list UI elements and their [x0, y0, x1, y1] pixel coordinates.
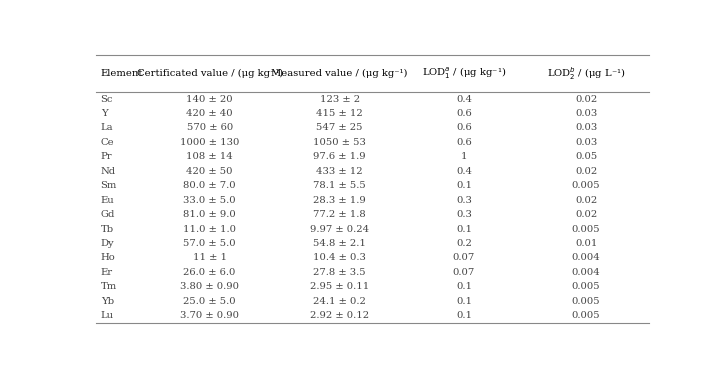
Text: La: La — [101, 123, 113, 132]
Text: 78.1 ± 5.5: 78.1 ± 5.5 — [313, 181, 366, 190]
Text: Sc: Sc — [101, 94, 113, 104]
Text: 77.2 ± 1.8: 77.2 ± 1.8 — [313, 210, 366, 219]
Text: 33.0 ± 5.0: 33.0 ± 5.0 — [183, 196, 236, 205]
Text: 0.005: 0.005 — [572, 224, 600, 234]
Text: 11.0 ± 1.0: 11.0 ± 1.0 — [183, 224, 236, 234]
Text: 0.02: 0.02 — [575, 167, 597, 176]
Text: 27.8 ± 3.5: 27.8 ± 3.5 — [313, 268, 366, 277]
Text: 1050 ± 53: 1050 ± 53 — [313, 138, 366, 147]
Text: 0.3: 0.3 — [456, 210, 472, 219]
Text: 0.02: 0.02 — [575, 196, 597, 205]
Text: Element: Element — [101, 69, 143, 78]
Text: 0.1: 0.1 — [456, 311, 472, 320]
Text: 140 ± 20: 140 ± 20 — [186, 94, 233, 104]
Text: Eu: Eu — [101, 196, 114, 205]
Text: 415 ± 12: 415 ± 12 — [316, 109, 363, 118]
Text: 0.1: 0.1 — [456, 297, 472, 306]
Text: 1000 ± 130: 1000 ± 130 — [180, 138, 240, 147]
Text: 0.4: 0.4 — [456, 167, 472, 176]
Text: Certificated value / (μg kg⁻¹): Certificated value / (μg kg⁻¹) — [137, 69, 283, 78]
Text: Er: Er — [101, 268, 113, 277]
Text: 57.0 ± 5.0: 57.0 ± 5.0 — [183, 239, 236, 248]
Text: 24.1 ± 0.2: 24.1 ± 0.2 — [313, 297, 366, 306]
Text: 0.02: 0.02 — [575, 94, 597, 104]
Text: Measured value / (μg kg⁻¹): Measured value / (μg kg⁻¹) — [272, 69, 408, 78]
Text: 0.004: 0.004 — [572, 253, 600, 262]
Text: 0.005: 0.005 — [572, 181, 600, 190]
Text: 0.2: 0.2 — [456, 239, 472, 248]
Text: Tm: Tm — [101, 282, 117, 291]
Text: Yb: Yb — [101, 297, 114, 306]
Text: 0.6: 0.6 — [456, 138, 472, 147]
Text: LOD$_1^a$ / (μg kg⁻¹): LOD$_1^a$ / (μg kg⁻¹) — [422, 66, 506, 81]
Text: 420 ± 50: 420 ± 50 — [187, 167, 233, 176]
Text: 11 ± 1: 11 ± 1 — [193, 253, 227, 262]
Text: 0.05: 0.05 — [575, 152, 597, 161]
Text: 0.005: 0.005 — [572, 282, 600, 291]
Text: 0.01: 0.01 — [575, 239, 597, 248]
Text: 0.03: 0.03 — [575, 109, 597, 118]
Text: 0.07: 0.07 — [452, 268, 475, 277]
Text: Nd: Nd — [101, 167, 116, 176]
Text: 25.0 ± 5.0: 25.0 ± 5.0 — [183, 297, 236, 306]
Text: 0.03: 0.03 — [575, 138, 597, 147]
Text: Tb: Tb — [101, 224, 114, 234]
Text: 10.4 ± 0.3: 10.4 ± 0.3 — [313, 253, 366, 262]
Text: 0.6: 0.6 — [456, 109, 472, 118]
Text: 547 ± 25: 547 ± 25 — [316, 123, 363, 132]
Text: LOD$_2^b$ / (μg L⁻¹): LOD$_2^b$ / (μg L⁻¹) — [547, 65, 626, 82]
Text: 0.6: 0.6 — [456, 123, 472, 132]
Text: 1: 1 — [460, 152, 467, 161]
Text: 0.07: 0.07 — [452, 253, 475, 262]
Text: 108 ± 14: 108 ± 14 — [186, 152, 233, 161]
Text: 420 ± 40: 420 ± 40 — [186, 109, 233, 118]
Text: 80.0 ± 7.0: 80.0 ± 7.0 — [183, 181, 236, 190]
Text: 0.4: 0.4 — [456, 94, 472, 104]
Text: Ho: Ho — [101, 253, 115, 262]
Text: Lu: Lu — [101, 311, 114, 320]
Text: 570 ± 60: 570 ± 60 — [187, 123, 233, 132]
Text: 123 ± 2: 123 ± 2 — [319, 94, 360, 104]
Text: 81.0 ± 9.0: 81.0 ± 9.0 — [183, 210, 236, 219]
Text: 3.80 ± 0.90: 3.80 ± 0.90 — [180, 282, 239, 291]
Text: 433 ± 12: 433 ± 12 — [316, 167, 363, 176]
Text: 54.8 ± 2.1: 54.8 ± 2.1 — [313, 239, 366, 248]
Text: 2.92 ± 0.12: 2.92 ± 0.12 — [310, 311, 369, 320]
Text: 0.004: 0.004 — [572, 268, 600, 277]
Text: 0.02: 0.02 — [575, 210, 597, 219]
Text: 0.3: 0.3 — [456, 196, 472, 205]
Text: 26.0 ± 6.0: 26.0 ± 6.0 — [183, 268, 236, 277]
Text: 2.95 ± 0.11: 2.95 ± 0.11 — [310, 282, 369, 291]
Text: 97.6 ± 1.9: 97.6 ± 1.9 — [313, 152, 366, 161]
Text: 0.1: 0.1 — [456, 181, 472, 190]
Text: Y: Y — [101, 109, 107, 118]
Text: 9.97 ± 0.24: 9.97 ± 0.24 — [310, 224, 369, 234]
Text: 0.03: 0.03 — [575, 123, 597, 132]
Text: 0.005: 0.005 — [572, 297, 600, 306]
Text: 0.005: 0.005 — [572, 311, 600, 320]
Text: 3.70 ± 0.90: 3.70 ± 0.90 — [180, 311, 239, 320]
Text: 0.1: 0.1 — [456, 282, 472, 291]
Text: Dy: Dy — [101, 239, 114, 248]
Text: Ce: Ce — [101, 138, 114, 147]
Text: 0.1: 0.1 — [456, 224, 472, 234]
Text: Sm: Sm — [101, 181, 117, 190]
Text: 28.3 ± 1.9: 28.3 ± 1.9 — [313, 196, 366, 205]
Text: Pr: Pr — [101, 152, 112, 161]
Text: Gd: Gd — [101, 210, 115, 219]
